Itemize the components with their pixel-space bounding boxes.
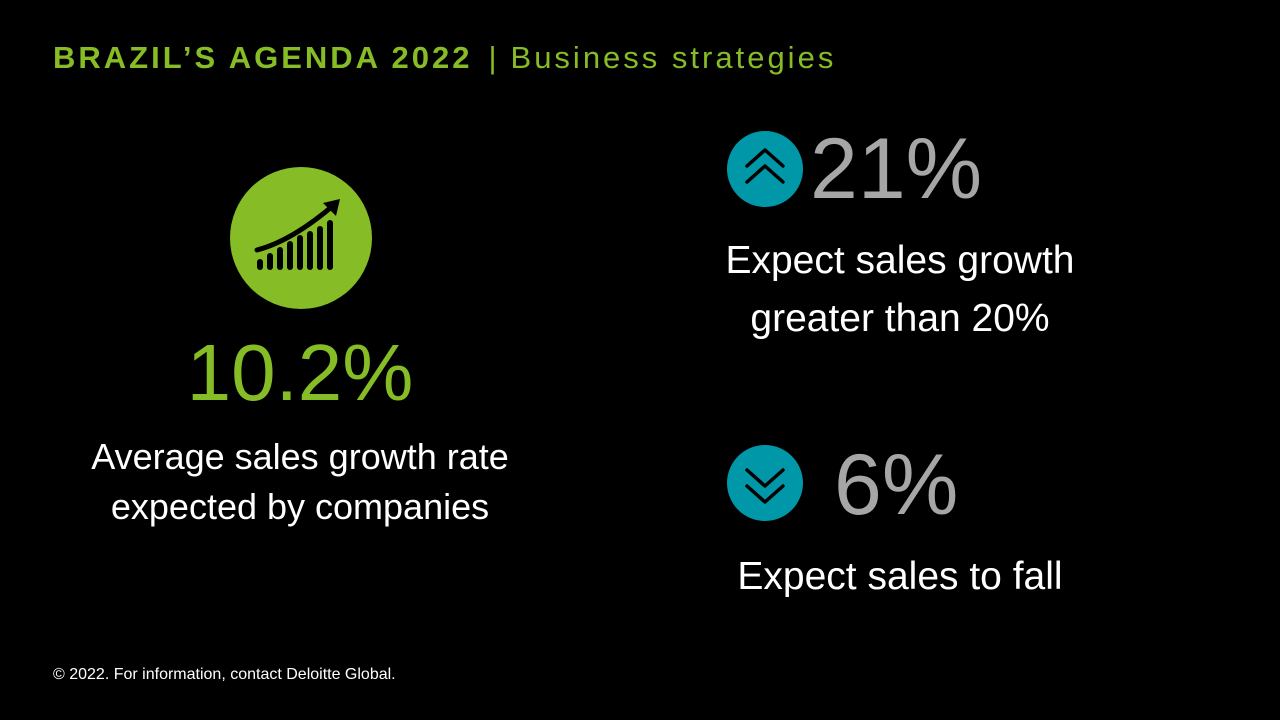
sales-growth-over-20-caption: Expect sales growth greater than 20%: [650, 232, 1150, 348]
slide-header: BRAZIL’S AGENDA 2022 | Business strategi…: [53, 38, 836, 78]
average-growth-caption: Average sales growth rate expected by co…: [40, 432, 560, 532]
sales-growth-over-20-caption-line2: greater than 20%: [750, 297, 1050, 340]
sales-fall-value: 6%: [834, 437, 959, 533]
average-growth-caption-line2: expected by companies: [110, 486, 490, 527]
sales-growth-over-20-value: 21%: [810, 121, 983, 217]
copyright-footer: © 2022. For information, contact Deloitt…: [53, 666, 396, 683]
slide-title: BRAZIL’S AGENDA 2022: [53, 40, 473, 75]
average-growth-value: 10.2%: [186, 328, 414, 417]
growth-chart-icon: [230, 167, 372, 309]
slide-subtitle: Business strategies: [510, 40, 837, 75]
average-growth-caption-line1: Average sales growth rate: [91, 436, 509, 477]
sales-growth-over-20-caption-line1: Expect sales growth: [725, 239, 1075, 282]
chevron-up-icon: [727, 131, 803, 207]
chevron-down-icon: [727, 445, 803, 521]
title-separator: |: [488, 40, 497, 75]
sales-fall-caption: Expect sales to fall: [737, 555, 1063, 598]
